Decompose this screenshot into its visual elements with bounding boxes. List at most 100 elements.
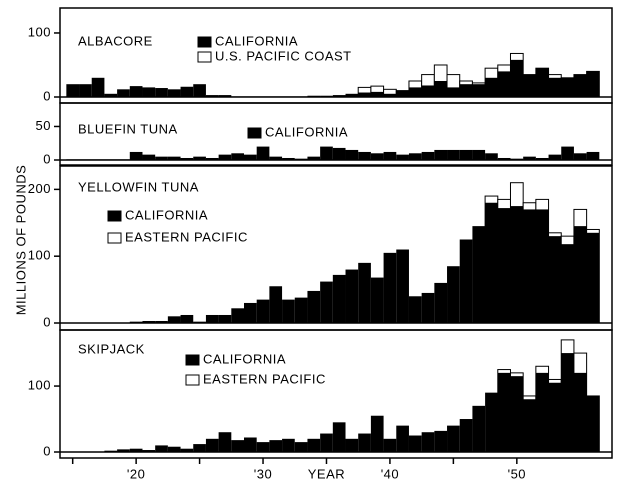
panel-title: SKIPJACK [78, 341, 145, 356]
bar [256, 146, 270, 160]
bar [167, 446, 181, 452]
bar [573, 226, 587, 323]
bar [434, 80, 448, 97]
bar [142, 87, 156, 97]
y-axis-label: MILLIONS OF POUNDS [13, 165, 28, 316]
bar [205, 95, 219, 97]
panel-title: ALBACORE [78, 33, 153, 48]
y-tick-label: 0 [43, 88, 51, 103]
bar [320, 146, 333, 160]
bar [586, 395, 600, 452]
bar [421, 292, 435, 323]
bar [383, 93, 397, 97]
bar [472, 84, 486, 97]
bar [320, 281, 333, 323]
legend-swatch [107, 210, 122, 222]
bar [370, 153, 384, 160]
bar [193, 84, 206, 97]
y-tick-label: 0 [43, 443, 51, 458]
legend-swatch [107, 232, 122, 244]
bar [447, 266, 460, 323]
bar [345, 149, 359, 160]
panel-title: YELLOWFIN TUNA [78, 179, 199, 194]
panel-frame [59, 102, 613, 166]
y-tick-label: 0 [43, 314, 51, 329]
y-tick-label: 100 [28, 248, 51, 263]
bar [485, 202, 498, 323]
bar [218, 432, 232, 452]
bar [396, 154, 409, 160]
bar [523, 399, 536, 452]
bar [307, 156, 321, 160]
bar [79, 84, 92, 97]
bar [421, 432, 435, 452]
bar [535, 68, 549, 97]
bar [142, 320, 156, 323]
x-tick-label: '50 [508, 466, 526, 481]
y-tick-label: 100 [28, 24, 51, 39]
bar [510, 376, 524, 452]
bar [573, 372, 587, 452]
bar [383, 252, 397, 323]
panel-title: BLUEFIN TUNA [78, 121, 178, 136]
bar [548, 77, 562, 97]
bar [193, 444, 206, 452]
bar [244, 154, 257, 160]
bar [408, 435, 422, 452]
bar [91, 77, 105, 97]
bar [370, 277, 384, 323]
bar [421, 151, 435, 160]
bar [294, 442, 308, 452]
bar [332, 95, 346, 97]
bar [459, 419, 473, 452]
bar [535, 372, 549, 452]
bar [345, 438, 359, 452]
bar [370, 91, 384, 97]
legend-label: EASTERN PACIFIC [203, 371, 326, 386]
legend-swatch [247, 127, 262, 139]
legend-label: U.S. PACIFIC COAST [215, 48, 352, 63]
bar [218, 95, 232, 97]
bar [205, 314, 219, 323]
bar [561, 77, 574, 97]
y-tick-label: 200 [28, 181, 51, 196]
bar [129, 448, 143, 452]
bar [155, 156, 168, 160]
bar [155, 320, 168, 323]
bar [345, 93, 359, 97]
bar [180, 157, 194, 160]
legend-swatch [197, 36, 212, 48]
bar [332, 422, 346, 452]
bar [510, 206, 524, 323]
bar [358, 262, 371, 323]
y-tick-label: 0 [43, 151, 51, 166]
bar [358, 92, 371, 97]
bar [396, 249, 409, 323]
bar [497, 372, 511, 452]
bar [307, 290, 321, 323]
bar [561, 146, 574, 160]
y-tick-label: 100 [28, 377, 51, 392]
x-axis-label: YEAR [308, 466, 345, 481]
bar [231, 440, 244, 452]
bar [307, 438, 321, 452]
legend-label: CALIFORNIA [265, 124, 348, 139]
bar [421, 85, 435, 97]
bar [155, 88, 168, 97]
bar [167, 316, 181, 323]
bar [180, 86, 194, 97]
bar [383, 438, 397, 452]
bar [561, 353, 574, 452]
bar [586, 151, 600, 160]
x-tick-label: '20 [127, 466, 145, 481]
x-tick-label: '40 [381, 466, 399, 481]
bar [586, 71, 600, 97]
bar [535, 209, 549, 323]
bar [256, 299, 270, 323]
bar [129, 86, 143, 97]
bar [510, 59, 524, 97]
bar [205, 157, 219, 160]
bar [459, 84, 473, 97]
bar [180, 448, 194, 452]
